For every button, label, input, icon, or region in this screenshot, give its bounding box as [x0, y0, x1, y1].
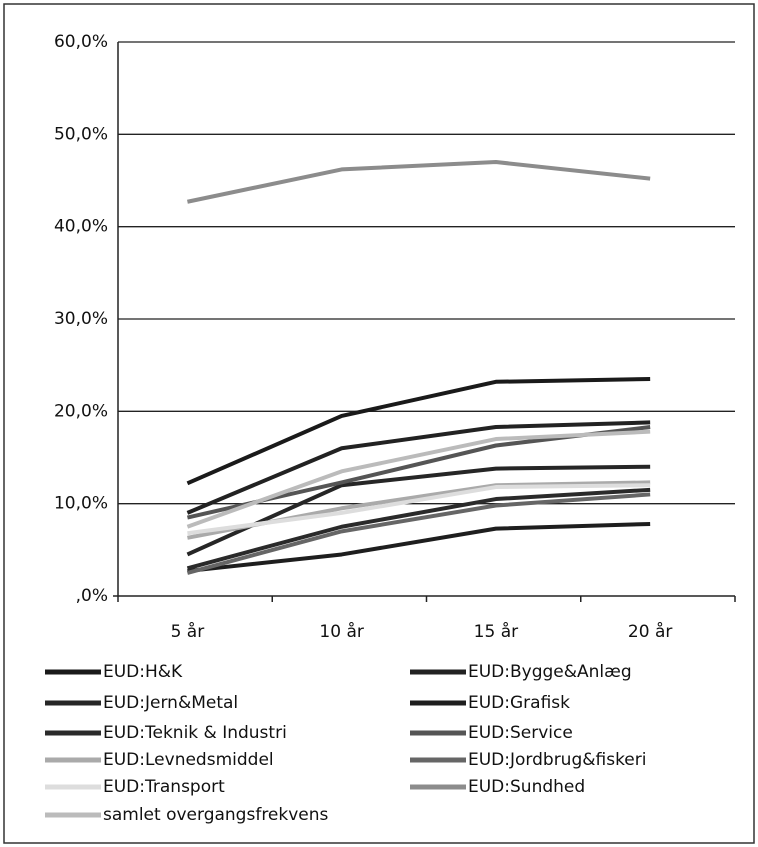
series-line — [187, 483, 651, 536]
legend-label: EUD:H&K — [103, 662, 183, 682]
series-line — [186, 492, 651, 575]
legend-label: EUD:Levnedsmiddel — [103, 750, 274, 770]
x-tick-label: 20 år — [628, 621, 672, 642]
series-line — [186, 420, 651, 515]
series-line — [187, 480, 651, 540]
y-tick-label: ,0% — [76, 586, 108, 606]
legend-label: EUD:Jern&Metal — [103, 693, 238, 713]
x-tick-label: 15 år — [474, 621, 518, 642]
y-tick-label: 30,0% — [54, 309, 108, 329]
frame — [3, 3, 755, 844]
legend-label: EUD:Sundhed — [468, 777, 585, 797]
y-tick-label: 40,0% — [54, 217, 108, 237]
x-tick-label: 5 år — [171, 621, 205, 642]
legend-label: samlet overgangsfrekvens — [103, 805, 329, 825]
series-line — [186, 377, 651, 486]
legend-label: EUD:Bygge&Anlæg — [468, 662, 632, 682]
legend-label: EUD:Teknik & Industri — [103, 723, 287, 743]
legend-label: EUD:Grafisk — [468, 693, 570, 713]
legend-label: EUD:Service — [468, 723, 573, 743]
series-line — [186, 487, 651, 571]
series-line — [187, 521, 651, 574]
series-line — [187, 160, 651, 204]
y-tick-label: 20,0% — [54, 401, 108, 421]
y-tick-label: 50,0% — [54, 124, 108, 144]
y-tick-label: 60,0% — [54, 32, 108, 52]
series-line — [186, 429, 651, 529]
series-line — [186, 464, 651, 557]
legend-label: EUD:Transport — [103, 777, 225, 797]
y-tick-label: 10,0% — [54, 494, 108, 514]
legend-label: EUD:Jordbrug&fiskeri — [468, 750, 646, 770]
x-tick-label: 10 år — [319, 621, 363, 642]
